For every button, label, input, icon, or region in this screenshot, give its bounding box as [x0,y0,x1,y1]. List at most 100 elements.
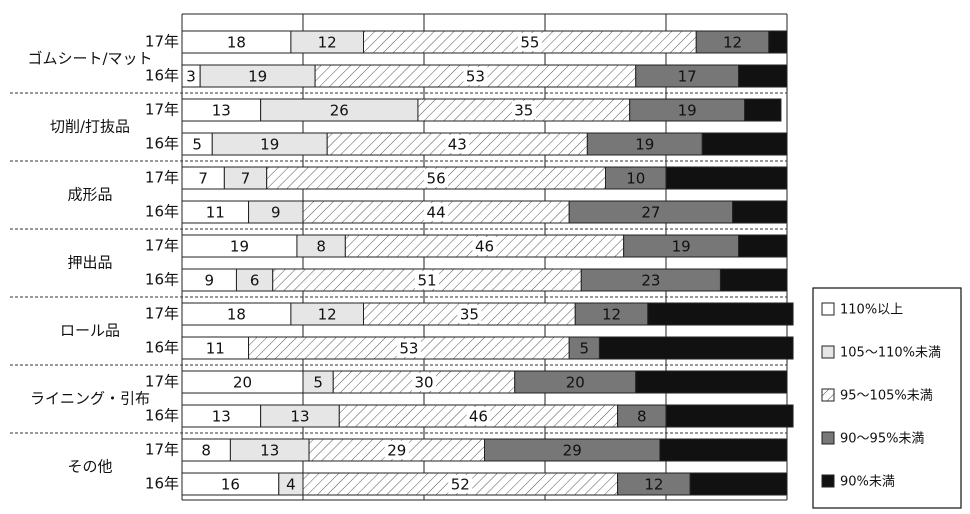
y-tick-label: 17年 [145,169,179,187]
data-label: 12 [723,34,742,52]
data-label: 13 [290,408,309,426]
data-label: 13 [212,408,231,426]
y-tick-label: 17年 [145,33,179,51]
bar-segment [598,336,794,360]
data-label: 6 [758,102,768,120]
legend-swatch [821,302,835,316]
data-label: 35 [514,102,533,120]
data-label: 5 [192,136,202,154]
label-bg [412,373,436,391]
data-label: 8 [637,408,647,426]
data-label: 12 [318,34,337,52]
group-label: 成形品 [67,186,112,204]
group-label: 押出品 [67,254,112,272]
y-tick-label: 16年 [145,271,179,289]
data-label: 20 [566,374,585,392]
y-tick-label: 17年 [145,441,179,459]
data-label: 12 [644,476,663,494]
data-label: 8 [316,238,326,256]
data-label: 21 [720,408,739,426]
group-label: 切削/打抜品 [50,118,130,136]
group-label: ロール品 [60,322,120,340]
data-label: 55 [520,34,539,52]
data-label: 10 [626,170,645,188]
data-label: 43 [448,136,467,154]
label-bg [457,305,482,323]
legend-label: 95～105%未満 [840,389,933,404]
legend-label: 105～110%未満 [840,346,941,361]
data-label: 46 [469,408,488,426]
label-bg [466,407,491,425]
data-label: 53 [466,68,485,86]
data-label: 19 [230,238,249,256]
data-label: 16 [221,476,240,494]
data-label: 12 [318,306,337,324]
data-label: 35 [460,306,479,324]
data-label: 11 [206,204,225,222]
bar-segment [635,370,788,394]
data-label: 19 [678,102,697,120]
data-label: 16 [729,476,748,494]
label-bg [415,271,440,289]
data-label: 9 [204,272,214,290]
data-label: 51 [417,272,436,290]
label-bg [384,441,409,459]
data-label: 19 [248,68,267,86]
label-bg [424,169,449,187]
data-label: 44 [427,204,446,222]
data-label: 25 [702,374,721,392]
data-label: 20 [233,374,252,392]
data-label: 7 [241,170,251,188]
data-label: 5 [580,340,590,358]
y-tick-label: 16年 [145,135,179,153]
y-tick-label: 17年 [145,101,179,119]
data-label: 30 [414,374,433,392]
bar-segment [665,404,794,428]
bar-segment [738,234,788,258]
legend-label: 90%未満 [840,475,895,490]
bar-segment [689,472,788,496]
data-label: 32 [687,340,706,358]
bar-segment [732,200,788,224]
data-label: 9 [755,204,765,222]
data-label: 19 [635,136,654,154]
group-label: ゴムシート/マット [27,50,152,68]
data-label: 18 [227,306,246,324]
data-label: 56 [427,170,446,188]
data-label: 11 [744,272,763,290]
legend-label: 90～95%未満 [840,432,924,447]
data-label: 53 [399,340,418,358]
bar-segment [665,166,788,190]
legend-swatch [821,388,835,402]
label-bg [463,67,488,85]
legend-swatch [821,345,835,359]
data-label: 24 [711,306,730,324]
data-label: 26 [330,102,349,120]
bar-segment [659,438,788,462]
bar-segment [701,132,788,156]
data-label: 23 [641,272,660,290]
data-label: 8 [758,68,768,86]
y-tick-label: 16年 [145,339,179,357]
data-label: 11 [206,340,225,358]
bar-segment [768,30,788,54]
legend-swatch [821,474,835,488]
legend-box [812,287,962,509]
data-label: 18 [227,34,246,52]
bar-segment [744,98,782,122]
data-label: 21 [714,442,733,460]
data-label: 5 [313,374,323,392]
legend-label: 110%以上 [840,303,903,318]
data-label: 8 [201,442,211,460]
label-bg [511,101,536,119]
legend: 110%以上 105～110%未満 95～105%未満 90～95%未満 90%未満 [821,302,941,490]
legend-swatch [821,431,835,445]
group-label: その他 [67,458,112,476]
group-label: ライニング・引布 [30,390,150,408]
y-tick-label: 16年 [145,407,179,425]
data-label: 3 [773,34,783,52]
data-label: 52 [451,476,470,494]
data-label: 8 [758,238,768,256]
label-bg [445,135,470,153]
